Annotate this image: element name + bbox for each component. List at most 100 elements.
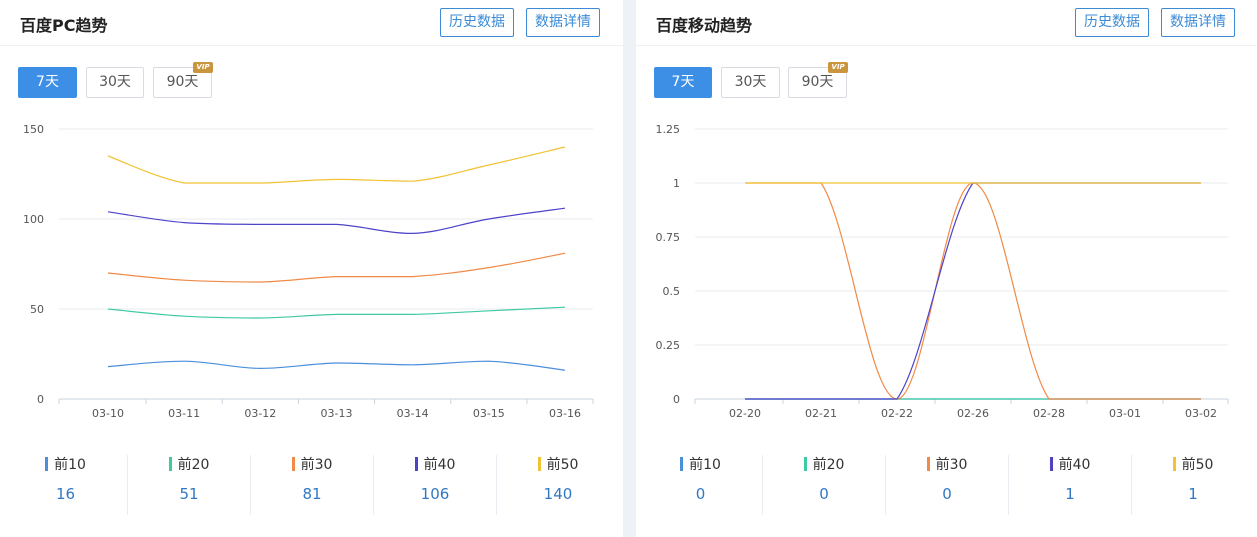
legend-marker-icon [414,457,418,471]
pc-summary: 前10 16 前20 51 前30 81 前40 106 前50 140 [0,455,623,515]
series-line-前30 [745,182,1201,400]
range-30d-button[interactable]: 30天 [86,67,144,98]
range-90d-label: 90天 [166,74,199,90]
summary-label-text: 前30 [935,457,968,473]
legend-marker-icon [680,457,684,471]
legend-marker-icon [537,457,541,471]
summary-label: 前30 [251,455,373,475]
summary-value: 1 [1065,485,1075,503]
summary-label: 前40 [374,455,496,475]
history-data-button[interactable]: 历史数据 [440,8,514,37]
series-line-前30 [107,252,566,283]
summary-label: 前50 [497,455,619,475]
summary-label-text: 前10 [54,457,86,473]
summary-label-text: 前50 [546,457,579,473]
summary-item: 前20 0 [762,455,885,515]
y-tick-label: 1.25 [656,123,681,136]
y-tick-label: 100 [23,213,44,226]
panel-title: 百度PC趋势 [20,16,108,35]
x-tick-label: 03-15 [473,407,505,420]
x-tick-label: 03-02 [1185,407,1217,420]
summary-item: 前30 81 [250,455,373,515]
summary-value: 0 [942,485,952,503]
vip-badge-icon: VIP [828,62,848,73]
summary-value: 1 [1188,485,1198,503]
y-tick-label: 150 [23,123,44,136]
summary-value: 81 [302,485,322,503]
summary-label-text: 前50 [1181,457,1214,473]
x-tick-label: 03-14 [397,407,429,420]
summary-label: 前10 [4,455,127,475]
panel-title: 百度移动趋势 [656,16,753,35]
summary-item: 前20 51 [127,455,250,515]
legend-marker-icon [1049,457,1053,471]
y-tick-label: 1 [673,177,680,190]
x-tick-label: 02-26 [957,407,989,420]
series-line-前40 [107,207,566,235]
mobile-trend-panel: 百度移动趋势 历史数据 数据详情 7天 30天 90天 VIP 0 0.25 0.5… [636,0,1257,537]
x-tick-label: 03-13 [321,407,353,420]
summary-label: 前30 [886,455,1008,475]
legend-marker-icon [926,457,930,471]
data-detail-button[interactable]: 数据详情 [1161,8,1235,37]
summary-label-text: 前20 [177,457,210,473]
summary-label: 前50 [1132,455,1254,475]
summary-item: 前30 0 [885,455,1008,515]
y-tick-label: 0.5 [663,285,681,298]
summary-item: 前10 16 [4,455,127,515]
x-tick-label: 02-21 [805,407,837,420]
range-7d-button[interactable]: 7天 [18,67,77,98]
range-30d-button[interactable]: 30天 [721,67,780,98]
summary-label: 前20 [763,455,885,475]
summary-item: 前10 0 [639,455,762,515]
x-tick-label: 03-10 [92,407,124,420]
summary-item: 前40 1 [1008,455,1131,515]
y-tick-label: 0.75 [656,231,681,244]
x-tick-label: 03-12 [244,407,276,420]
legend-marker-icon [291,457,295,471]
range-90d-button[interactable]: 90天 VIP [153,62,213,98]
panel-header: 百度PC趋势 历史数据 数据详情 [0,0,623,46]
summary-label: 前20 [128,455,250,475]
data-detail-button[interactable]: 数据详情 [526,8,600,37]
legend-marker-icon [803,457,807,471]
y-tick-label: 0 [673,393,680,406]
summary-label-text: 前10 [689,457,721,473]
summary-label-text: 前40 [423,457,456,473]
x-tick-label: 03-11 [168,407,200,420]
y-tick-label: 0 [37,393,44,406]
summary-value: 16 [55,485,76,503]
summary-label: 前40 [1009,455,1131,475]
summary-value: 51 [179,485,199,503]
x-tick-label: 02-22 [881,407,913,420]
vip-badge-icon: VIP [193,62,213,73]
mobile-summary: 前10 0 前20 0 前30 0 前40 1 前50 1 [636,455,1257,515]
history-data-button[interactable]: 历史数据 [1075,8,1149,37]
y-tick-label: 0.25 [656,339,681,352]
legend-marker-icon [45,457,49,471]
summary-value: 0 [819,485,829,503]
pc-trend-chart: 0 50 100 150 03-10 03-11 03-12 03-13 03-14 03-15 0… [23,123,594,420]
range-90d-button[interactable]: 90天 VIP [788,62,848,98]
summary-item: 前50 1 [1131,455,1254,515]
y-tick-label: 50 [30,303,44,316]
series-line-前50 [107,146,566,184]
mobile-trend-chart: 0 0.25 0.5 0.75 1 1.25 02-20 02-21 02-22 02-26 02-… [656,123,1229,420]
legend-marker-icon [168,457,172,471]
summary-label: 前10 [639,455,762,475]
x-tick-label: 02-28 [1033,407,1065,420]
panel-header: 百度移动趋势 历史数据 数据详情 [636,0,1257,46]
series-line-前10 [107,360,566,371]
summary-value: 0 [695,485,706,503]
range-90d-label: 90天 [801,74,834,90]
summary-item: 前50 140 [496,455,619,515]
legend-marker-icon [1172,457,1176,471]
range-7d-button[interactable]: 7天 [654,67,712,98]
summary-label-text: 前20 [812,457,845,473]
x-tick-label: 03-16 [549,407,581,420]
summary-label-text: 前30 [300,457,333,473]
x-tick-label: 02-20 [729,407,761,420]
pc-trend-panel: 百度PC趋势 历史数据 数据详情 7天 30天 90天 VIP 0 50 100 15… [0,0,623,537]
summary-item: 前40 106 [373,455,496,515]
summary-label-text: 前40 [1058,457,1091,473]
